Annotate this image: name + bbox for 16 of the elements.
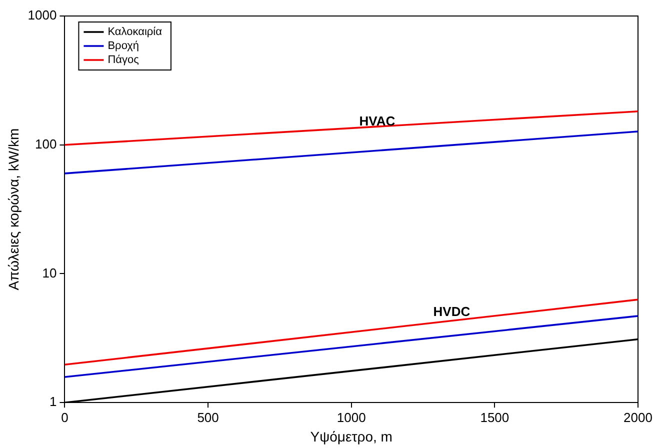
legend-label: Καλοκαιρία: [108, 26, 163, 38]
y-axis-title: Απώλειες κορώνα, kW/km: [5, 128, 22, 290]
x-axis-title: Υψόμετρο, m: [310, 428, 392, 444]
annotation: HVDC: [433, 304, 471, 320]
annotation: HVAC: [359, 113, 396, 128]
legend-label: Βροχή: [108, 40, 140, 52]
legend-label: Πάγος: [108, 54, 139, 66]
x-tick-label: 1000: [336, 410, 366, 425]
y-tick-label: 10: [42, 265, 57, 280]
y-tick-label: 1000: [28, 8, 57, 23]
x-tick-label: 2000: [624, 410, 652, 425]
y-tick-label: 100: [35, 136, 57, 152]
x-tick-label: 1500: [480, 410, 510, 425]
x-tick-label: 500: [197, 410, 219, 425]
y-tick-label: 1: [49, 394, 57, 410]
x-tick-label: 0: [61, 410, 68, 425]
